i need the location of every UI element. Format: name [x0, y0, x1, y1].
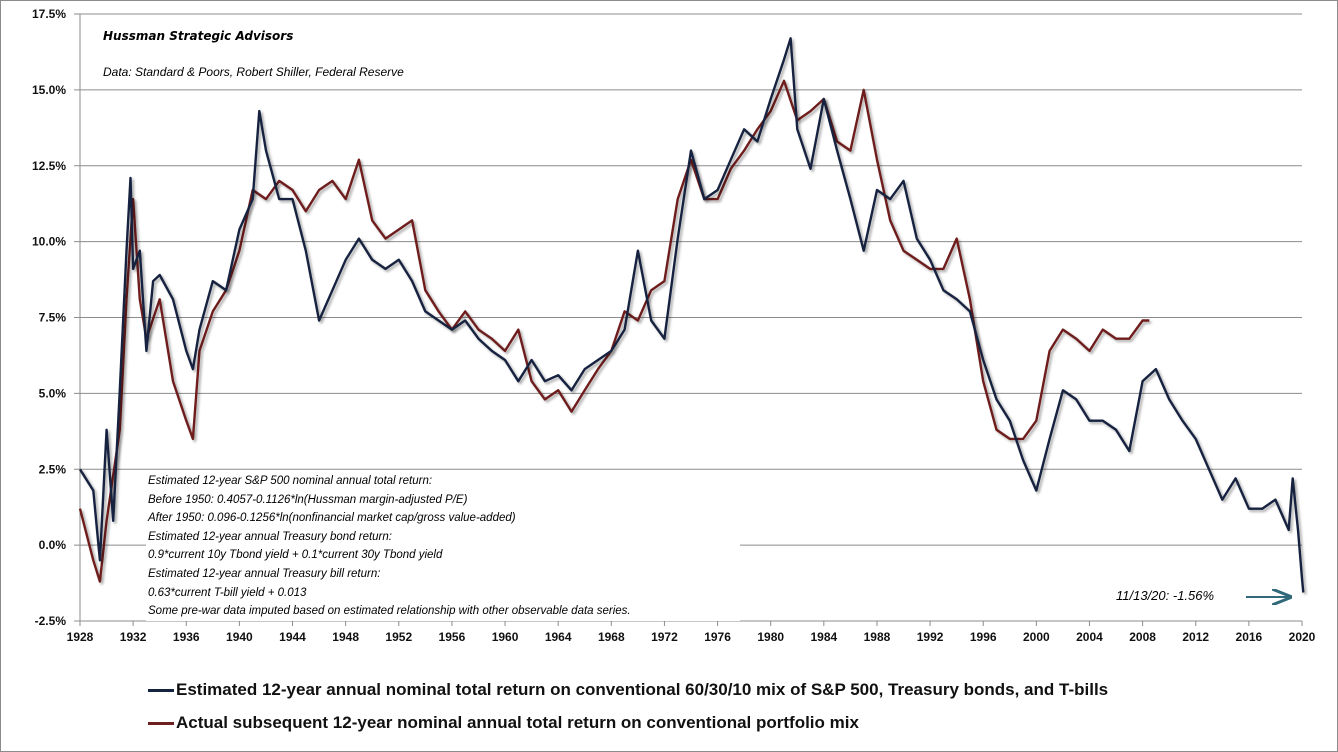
- x-tick-label: 2012: [1182, 630, 1209, 644]
- note-line: 0.63*current T-bill yield + 0.013: [148, 586, 307, 599]
- note-line: Before 1950: 0.4057-0.1126*ln(Hussman ma…: [148, 493, 468, 506]
- y-tick-label: 7.5%: [39, 311, 67, 325]
- note-line: 0.9*current 10y Tbond yield + 0.1*curren…: [148, 549, 443, 562]
- x-tick-label: 1992: [917, 630, 944, 644]
- series-group: [78, 37, 1305, 593]
- x-tick-label: 2016: [1236, 630, 1263, 644]
- y-tick-label: 0.0%: [39, 538, 67, 552]
- legend-item-actual: Actual subsequent 12-year nominal annual…: [148, 713, 859, 733]
- y-tick-label: 17.5%: [32, 7, 66, 21]
- note-line: After 1950: 0.096-0.1256*ln(nonfinancial…: [148, 512, 516, 525]
- x-axis-ticks: 1928 1932 1936 1940 1944 1948 1952 1956 1960 1964…: [67, 621, 1316, 644]
- x-tick-label: 1940: [226, 630, 253, 644]
- source-org-label: Hussman Strategic Advisors: [103, 29, 294, 43]
- x-tick-label: 2020: [1289, 630, 1316, 644]
- x-tick-label: 1928: [67, 630, 94, 644]
- note-line: Estimated 12-year annual Treasury bill r…: [148, 567, 381, 580]
- x-tick-label: 1932: [120, 630, 147, 644]
- x-tick-label: 1976: [704, 630, 731, 644]
- data-source-label: Data: Standard & Poors, Robert Shiller, …: [103, 65, 404, 79]
- x-tick-label: 1984: [810, 630, 837, 644]
- series-line-actual: [78, 79, 1150, 583]
- x-tick-label: 1952: [385, 630, 412, 644]
- x-tick-label: 1964: [545, 630, 572, 644]
- y-axis-ticks: 17.5% 15.0% 12.5% 10.0% 7.5% 5.0% 2.5% 0.0% -2.5…: [32, 7, 66, 628]
- x-tick-label: 2008: [1129, 630, 1156, 644]
- legend-label-estimated: Estimated 12-year annual nominal total r…: [176, 680, 1109, 699]
- legend-label-actual: Actual subsequent 12-year nominal annual…: [176, 713, 859, 732]
- note-line: Some pre-war data imputed based on estim…: [148, 605, 631, 618]
- legend-swatch-actual: [148, 722, 174, 726]
- x-tick-label: 1956: [439, 630, 466, 644]
- y-tick-label: 2.5%: [39, 462, 67, 476]
- x-tick-label: 1960: [492, 630, 519, 644]
- x-tick-label: 1936: [173, 630, 200, 644]
- series-line-estimated: [78, 37, 1305, 593]
- latest-value-callout: 11/13/20: -1.56%: [1116, 588, 1215, 603]
- x-tick-label: 1968: [598, 630, 625, 644]
- y-tick-label: 12.5%: [32, 159, 66, 173]
- legend-item-estimated: Estimated 12-year annual nominal total r…: [148, 680, 1108, 700]
- x-tick-label: 1944: [279, 630, 306, 644]
- methodology-note: Estimated 12-year S&P 500 nominal annual…: [146, 472, 740, 621]
- x-tick-label: 1988: [864, 630, 891, 644]
- y-tick-label: 5.0%: [39, 386, 67, 400]
- note-line: Estimated 12-year annual Treasury bond r…: [148, 530, 392, 543]
- y-tick-label: -2.5%: [35, 614, 67, 628]
- x-tick-label: 1948: [332, 630, 359, 644]
- x-tick-label: 1996: [970, 630, 997, 644]
- note-line: Estimated 12-year S&P 500 nominal annual…: [148, 475, 433, 487]
- legend-swatch-estimated: [148, 689, 174, 693]
- x-tick-label: 2000: [1023, 630, 1050, 644]
- x-tick-label: 1980: [757, 630, 784, 644]
- x-tick-label: 1972: [651, 630, 678, 644]
- y-tick-label: 10.0%: [32, 235, 66, 249]
- y-tick-label: 15.0%: [32, 83, 66, 97]
- x-tick-label: 2004: [1076, 630, 1103, 644]
